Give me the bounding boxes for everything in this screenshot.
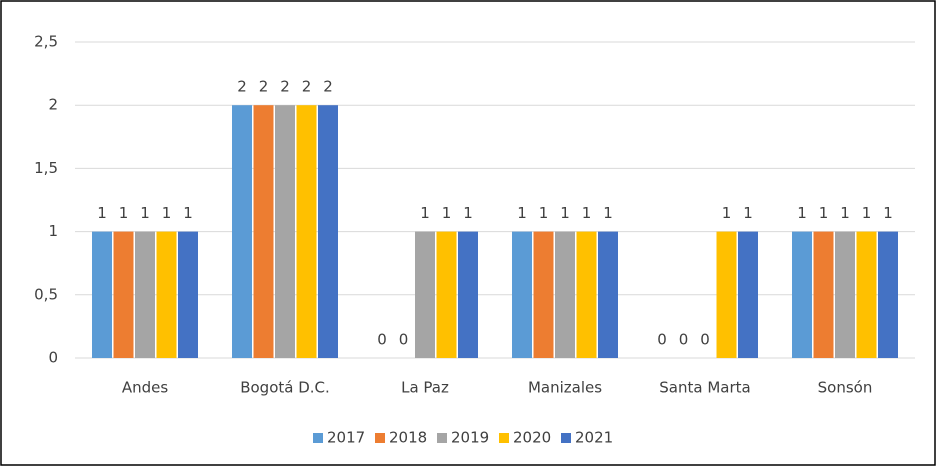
data-label: 1 xyxy=(420,204,430,222)
y-tick-label: 0,5 xyxy=(34,285,58,303)
x-tick-label: Santa Marta xyxy=(659,379,750,397)
bar xyxy=(716,231,737,358)
bar xyxy=(135,231,155,358)
data-label: 0 xyxy=(700,331,710,349)
data-label: 2 xyxy=(259,78,269,96)
legend-swatch xyxy=(561,433,571,443)
bar xyxy=(415,231,435,358)
data-label: 2 xyxy=(280,78,290,96)
legend-swatch xyxy=(499,433,509,443)
data-label: 2 xyxy=(237,78,247,96)
data-label: 0 xyxy=(657,331,667,349)
bar xyxy=(113,231,134,358)
data-label: 1 xyxy=(162,204,172,222)
y-tick-label: 2,5 xyxy=(34,33,58,51)
legend-label: 2018 xyxy=(389,429,427,447)
bar xyxy=(92,231,112,358)
data-label: 1 xyxy=(819,204,829,222)
bar xyxy=(555,231,575,358)
bar xyxy=(232,105,252,358)
y-tick-label: 2 xyxy=(48,96,58,114)
data-label: 0 xyxy=(377,331,387,349)
legend-swatch xyxy=(375,433,385,443)
bar xyxy=(813,231,834,358)
data-label: 2 xyxy=(302,78,312,96)
bar xyxy=(253,105,274,358)
data-label: 0 xyxy=(399,331,409,349)
legend-label: 2017 xyxy=(327,429,365,447)
bar xyxy=(856,231,877,358)
data-label: 1 xyxy=(722,204,732,222)
bar xyxy=(296,105,317,358)
legend-label: 2019 xyxy=(451,429,489,447)
bar xyxy=(156,231,177,358)
bar xyxy=(792,231,812,358)
bar xyxy=(878,231,898,358)
y-tick-label: 1 xyxy=(48,222,58,240)
data-label: 1 xyxy=(560,204,570,222)
data-label: 1 xyxy=(840,204,850,222)
data-label: 1 xyxy=(862,204,872,222)
data-label: 1 xyxy=(119,204,129,222)
data-label: 2 xyxy=(323,78,333,96)
bar xyxy=(275,105,295,358)
bar xyxy=(458,231,478,358)
bar xyxy=(318,105,338,358)
data-label: 1 xyxy=(539,204,549,222)
bar xyxy=(576,231,597,358)
data-label: 1 xyxy=(463,204,473,222)
bar xyxy=(835,231,855,358)
y-tick-label: 0 xyxy=(48,349,58,367)
legend-swatch xyxy=(437,433,447,443)
data-label: 1 xyxy=(517,204,527,222)
x-tick-label: Andes xyxy=(122,379,169,397)
data-label: 1 xyxy=(582,204,592,222)
bar xyxy=(533,231,554,358)
data-label: 1 xyxy=(442,204,452,222)
data-label: 1 xyxy=(97,204,107,222)
data-label: 0 xyxy=(679,331,689,349)
data-label: 1 xyxy=(603,204,613,222)
bar xyxy=(512,231,532,358)
bar xyxy=(178,231,198,358)
data-label: 1 xyxy=(743,204,753,222)
x-tick-label: Sonsón xyxy=(818,379,873,397)
bar xyxy=(598,231,618,358)
legend-swatch xyxy=(313,433,323,443)
legend-label: 2020 xyxy=(513,429,551,447)
data-label: 1 xyxy=(140,204,150,222)
bar xyxy=(436,231,457,358)
x-tick-label: Manizales xyxy=(528,379,602,397)
legend-label: 2021 xyxy=(575,429,613,447)
data-label: 1 xyxy=(797,204,807,222)
data-label: 1 xyxy=(883,204,893,222)
x-tick-label: La Paz xyxy=(401,379,449,397)
bar xyxy=(738,231,758,358)
data-label: 1 xyxy=(183,204,193,222)
y-tick-label: 1,5 xyxy=(34,159,58,177)
x-tick-label: Bogotá D.C. xyxy=(240,379,330,397)
